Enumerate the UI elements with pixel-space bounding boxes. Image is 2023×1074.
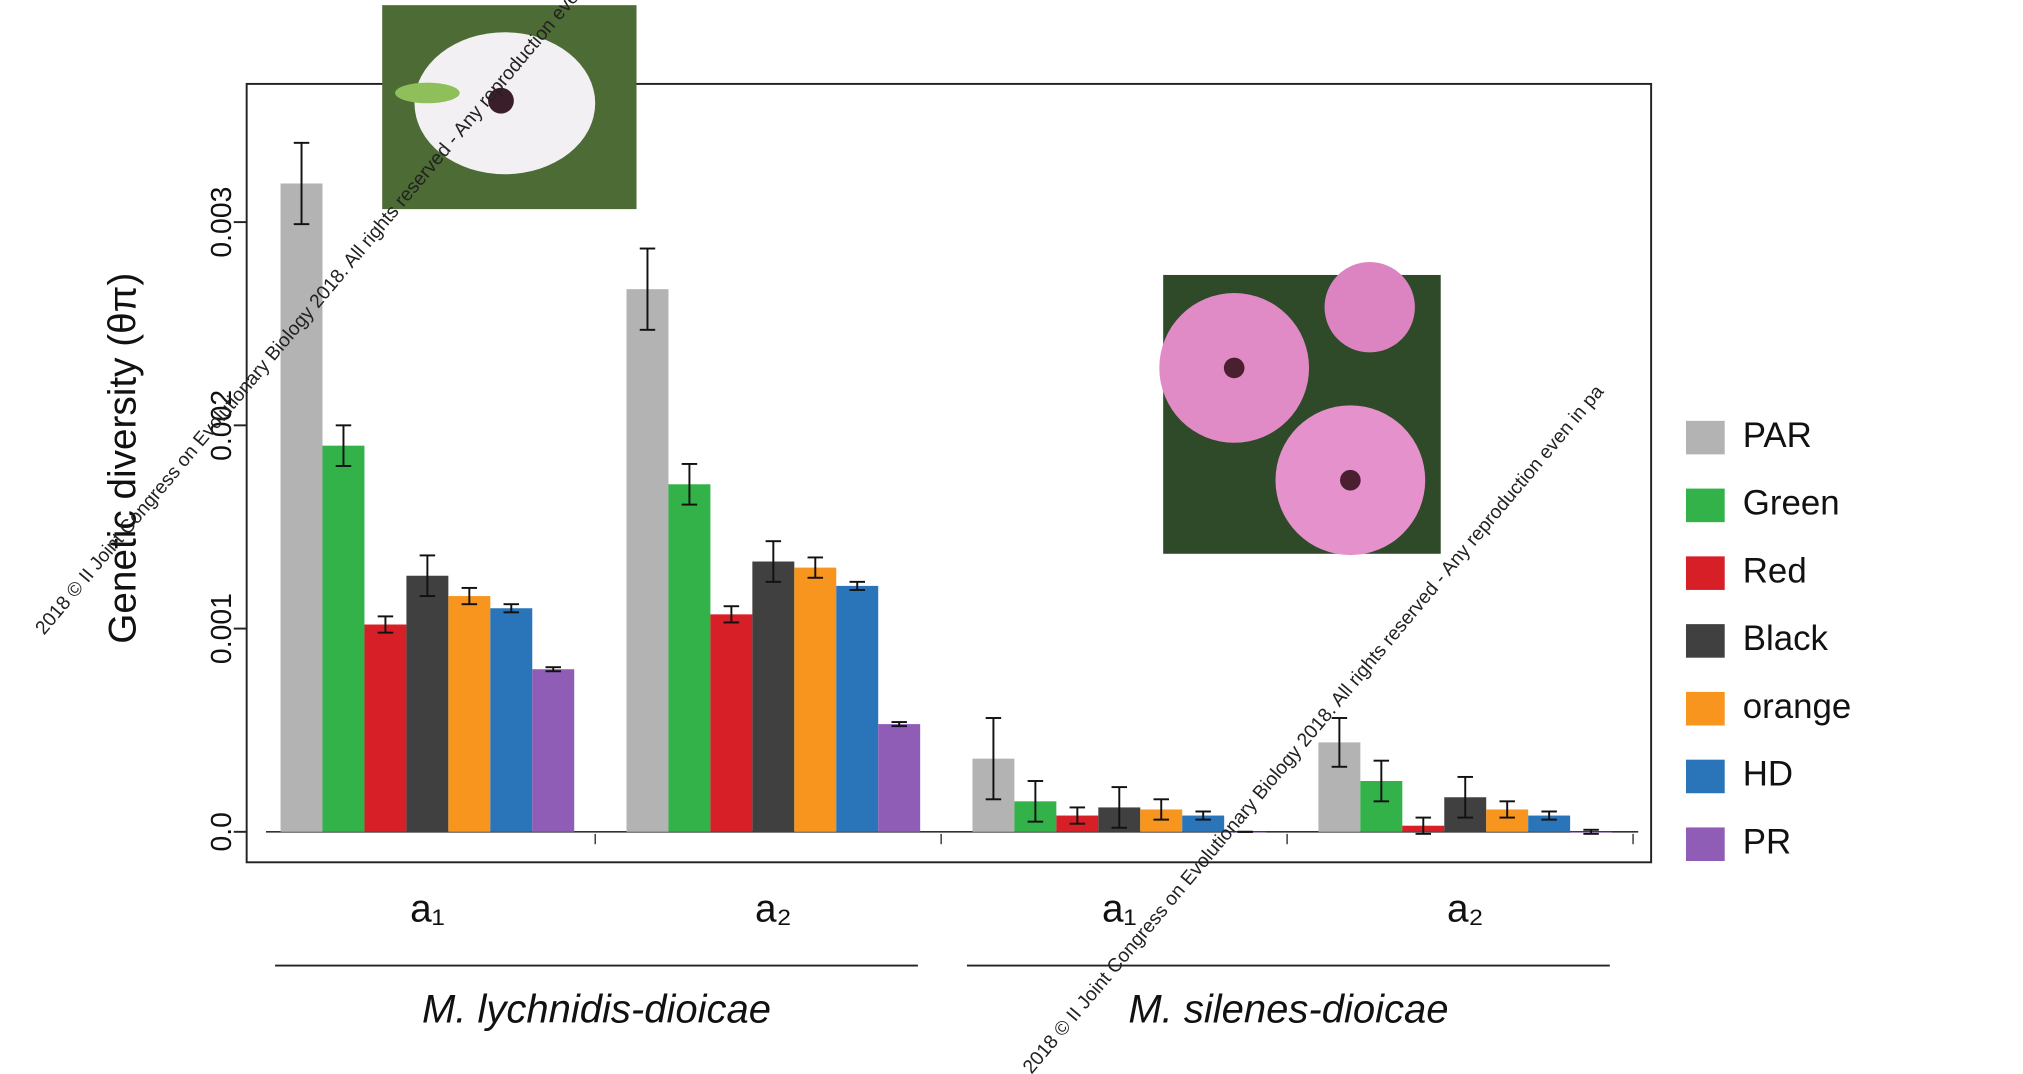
legend-swatch [1685,759,1725,794]
x-tick-label: a₁ [1102,888,1137,931]
bar [364,624,407,832]
y-tick-label: 0.001 [206,593,238,664]
bar [878,724,921,832]
bar [626,289,669,832]
bar [1486,809,1529,832]
legend-label: Green [1743,484,1840,523]
bar [710,614,753,832]
legend-label: orange [1743,687,1852,726]
legend-label: PAR [1743,416,1812,455]
photo-white-flower [382,5,637,210]
y-axis-label: Genetic diversity (θπ) [102,273,145,644]
legend-swatch [1685,691,1725,726]
legend-swatch [1685,624,1725,658]
bar [322,445,365,832]
bar [668,484,711,832]
photo-pink-flower [1159,262,1441,556]
y-tick-label: 0.003 [206,187,238,258]
x-tick-label: a₁ [410,888,445,931]
plot-frame [245,82,1653,864]
legend-swatch [1685,488,1725,523]
bar [1140,809,1183,832]
bar [490,608,533,832]
bar [1182,815,1225,832]
group-label: M. lychnidis-dioicae [422,988,771,1032]
bar [406,575,449,832]
bar [280,183,323,832]
bar [752,561,795,832]
y-tick-label: 0.002 [206,390,238,461]
legend-swatch [1685,827,1725,862]
group-label: M. silenes-dioicae [1128,988,1448,1032]
bar [1528,815,1571,832]
y-tick-label: 0.0 [206,812,238,851]
bar [836,585,879,832]
x-tick-label: a₂ [755,888,792,931]
legend-label: Red [1743,551,1807,590]
legend-label: PR [1743,822,1791,861]
legend-label: HD [1743,755,1793,794]
legend-label: Black [1743,619,1829,658]
bar [532,669,575,832]
x-tick-label: a₂ [1447,888,1484,931]
legend-swatch [1685,556,1725,590]
bar [794,567,837,832]
legend-swatch [1685,420,1725,455]
bar [448,596,491,832]
